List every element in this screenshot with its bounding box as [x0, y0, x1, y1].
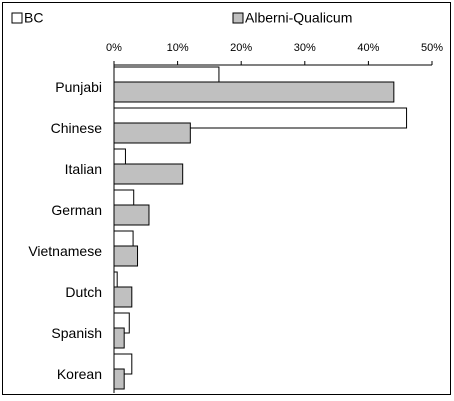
category-labels: Punjabi Chinese Italian German Vietnamese Dut…: [28, 65, 115, 393]
bar-alberni-qualicum: [113, 81, 395, 103]
bar-alberni-qualicum: [113, 122, 191, 144]
bar-alberni-qualicum: [113, 204, 150, 226]
category-label: Vietnamese: [28, 243, 102, 259]
category-label: German: [51, 202, 102, 218]
x-tick-label: 40%: [357, 42, 379, 54]
legend-item-alberni-qualicum: Alberni-Qualicum: [232, 10, 352, 26]
category-label: Italian: [65, 161, 102, 177]
x-tick-label: 20%: [230, 42, 252, 54]
bars: [113, 66, 408, 390]
category-label: Korean: [57, 366, 102, 382]
bar-chart: BC Alberni-Qualicum 0% 10% 20% 30% 40% 50% Pu…: [11, 10, 443, 393]
bar-alberni-qualicum: [113, 368, 125, 390]
x-tick-label: 0%: [106, 42, 122, 54]
bar-alberni-qualicum: [113, 286, 133, 308]
legend-swatch-bc: [11, 12, 23, 24]
category-label: Spanish: [51, 325, 102, 341]
legend-swatch-alberni-qualicum: [232, 12, 244, 24]
bar-alberni-qualicum: [113, 327, 125, 349]
legend-label-alberni-qualicum: Alberni-Qualicum: [245, 10, 352, 26]
legend: BC Alberni-Qualicum: [11, 10, 352, 26]
x-tick-label: 30%: [294, 42, 316, 54]
x-tick-label: 50%: [421, 42, 443, 54]
x-tick-label: 10%: [167, 42, 189, 54]
category-label: Dutch: [65, 284, 102, 300]
bar-alberni-qualicum: [113, 163, 184, 185]
bar-alberni-qualicum: [113, 245, 139, 267]
legend-label-bc: BC: [24, 10, 43, 26]
chart-frame: BC Alberni-Qualicum 0% 10% 20% 30% 40% 50% Pu…: [2, 2, 451, 395]
category-label: Chinese: [51, 120, 103, 136]
legend-item-bc: BC: [11, 10, 43, 26]
category-label: Punjabi: [55, 79, 102, 95]
x-axis: 0% 10% 20% 30% 40% 50%: [106, 42, 443, 66]
